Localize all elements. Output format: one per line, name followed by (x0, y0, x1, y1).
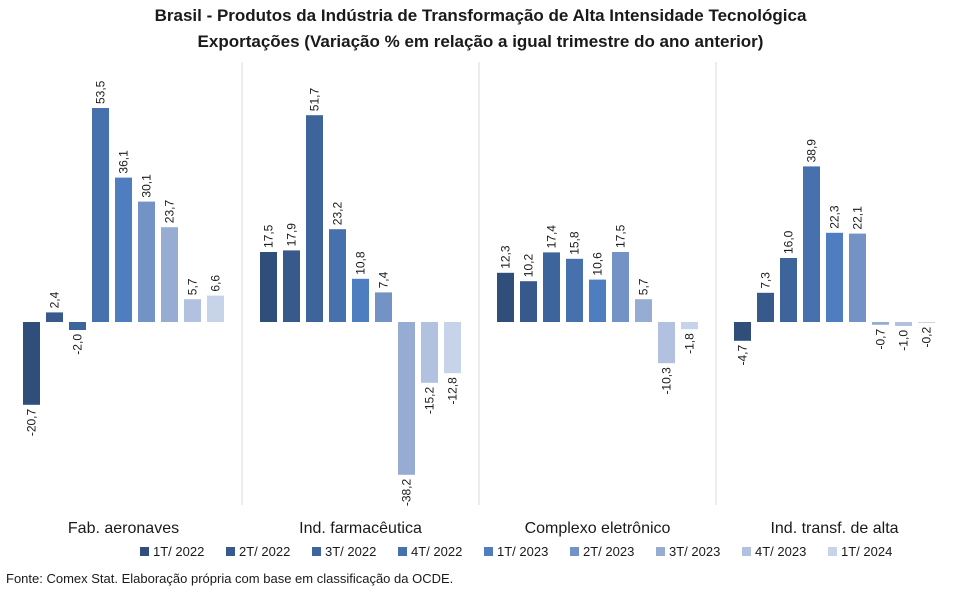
bar (543, 252, 560, 322)
data-label: -15,2 (423, 386, 437, 414)
bar (184, 299, 201, 322)
bar (138, 201, 155, 322)
data-label: 17,9 (285, 223, 299, 247)
data-label: -10,3 (660, 367, 674, 395)
data-label: -2,0 (71, 334, 85, 355)
legend-label: 2T/ 2022 (239, 544, 290, 559)
legend-label: 4T/ 2023 (755, 544, 806, 559)
data-label: 10,6 (591, 252, 605, 276)
category-label: Ind. transf. de alta (770, 520, 898, 537)
bar (849, 233, 866, 322)
bar (260, 252, 277, 322)
data-label: 17,5 (614, 224, 628, 248)
bar (895, 322, 912, 326)
bar (444, 322, 461, 374)
data-label: 7,3 (759, 272, 773, 289)
chart-title: Brasil - Produtos da Indústria de Transf… (154, 6, 807, 25)
legend-label: 1T/ 2022 (153, 544, 204, 559)
data-label: 12,3 (499, 245, 513, 269)
bar (421, 322, 438, 383)
data-label: 23,2 (331, 202, 345, 226)
legend-label: 2T/ 2023 (583, 544, 634, 559)
bar (329, 229, 346, 322)
bar (161, 227, 178, 322)
bar (681, 322, 698, 330)
bar (826, 232, 843, 322)
legend-swatch (742, 547, 751, 556)
data-label: 10,8 (354, 251, 368, 275)
legend-swatch (226, 547, 235, 556)
data-label: -38,2 (400, 478, 414, 506)
bar (757, 292, 774, 322)
data-label: 16,0 (782, 230, 796, 254)
bar (803, 166, 820, 322)
bar (635, 299, 652, 322)
bar (115, 177, 132, 322)
legend-label: 3T/ 2022 (325, 544, 376, 559)
data-label: -4,7 (736, 344, 750, 365)
data-label: 17,4 (545, 225, 559, 249)
bar (306, 115, 323, 322)
data-label: 15,8 (568, 231, 582, 255)
legend-label: 1T/ 2023 (497, 544, 548, 559)
data-label: 5,7 (186, 278, 200, 295)
bar (92, 108, 109, 322)
bar (23, 322, 40, 405)
legend-swatch (140, 547, 149, 556)
data-label: 30,1 (140, 174, 154, 198)
bar (69, 322, 86, 330)
legend-label: 1T/ 2024 (841, 544, 892, 559)
source-note: Fonte: Comex Stat. Elaboração própria co… (6, 571, 454, 586)
data-label: 5,7 (637, 278, 651, 295)
bar (918, 322, 935, 323)
chart-subtitle: Exportações (Variação % em relação a igu… (197, 32, 764, 51)
data-label: -0,2 (920, 326, 934, 347)
legend-swatch (312, 547, 321, 556)
bar (497, 272, 514, 322)
data-label: -1,8 (683, 333, 697, 354)
data-label: 51,7 (308, 88, 322, 112)
bar (612, 252, 629, 322)
category-label: Fab. aeronaves (68, 520, 179, 537)
legend-label: 3T/ 2023 (669, 544, 720, 559)
bar (207, 295, 224, 322)
bar (375, 292, 392, 322)
data-label: -20,7 (25, 408, 39, 436)
legend-swatch (656, 547, 665, 556)
bar (589, 279, 606, 322)
legend-swatch (570, 547, 579, 556)
data-label: -12,8 (446, 377, 460, 405)
data-label: -0,7 (874, 328, 888, 349)
legend-swatch (484, 547, 493, 556)
data-label: 17,5 (262, 224, 276, 248)
data-label: 36,1 (117, 150, 131, 174)
bar (283, 250, 300, 322)
legend-label: 4T/ 2022 (411, 544, 462, 559)
data-label: 2,4 (48, 291, 62, 308)
legend-swatch (398, 547, 407, 556)
data-label: -1,0 (897, 330, 911, 351)
legend-swatch (828, 547, 837, 556)
bar (566, 258, 583, 322)
data-label: 23,7 (163, 200, 177, 224)
bar (658, 322, 675, 364)
data-label: 38,9 (805, 139, 819, 163)
bar (352, 278, 369, 322)
bar (520, 281, 537, 322)
data-label: 10,2 (522, 254, 536, 278)
category-label: Complexo eletrônico (525, 520, 671, 537)
data-label: 53,5 (94, 80, 108, 104)
bar (872, 322, 889, 325)
data-label: 6,6 (209, 275, 223, 292)
data-label: 22,3 (828, 205, 842, 229)
data-label: 7,4 (377, 271, 391, 288)
bar (734, 322, 751, 341)
data-label: 22,1 (851, 206, 865, 230)
bar (46, 312, 63, 322)
bar (780, 258, 797, 322)
category-label: Ind. farmacêutica (299, 520, 422, 537)
bar (398, 322, 415, 475)
